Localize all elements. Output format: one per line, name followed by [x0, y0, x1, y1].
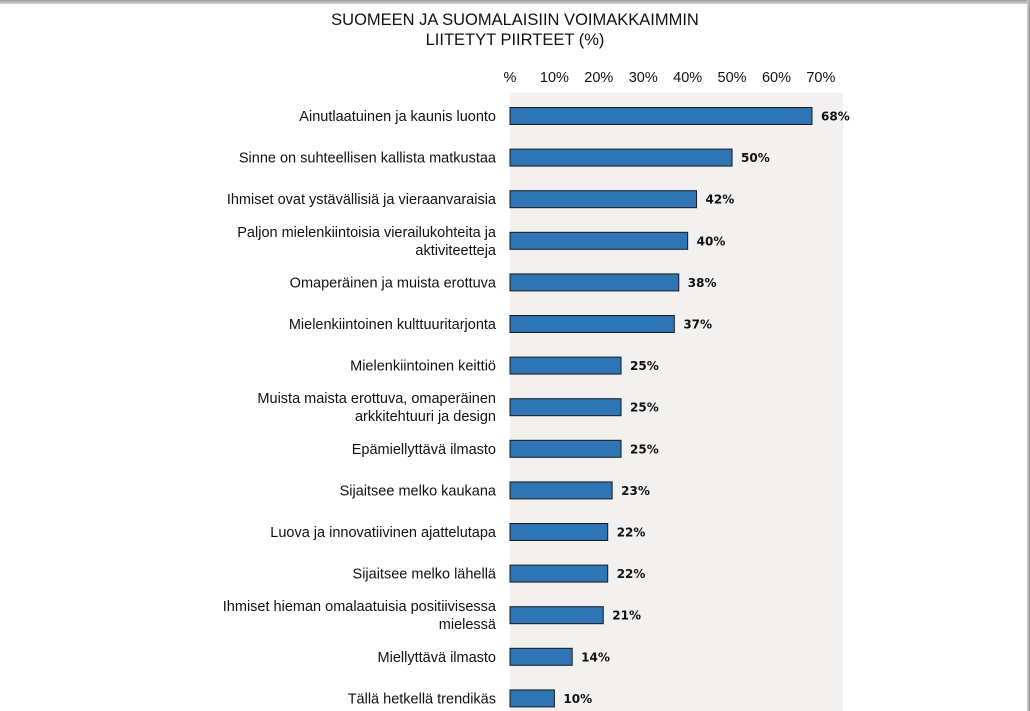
data-label: 50% [741, 151, 770, 165]
chart-title: SUOMEEN JA SUOMALAISIIN VOIMAKKAIMMIN LI… [200, 10, 830, 50]
category-label: mielessä [439, 617, 497, 633]
category-label: aktiviteetteja [415, 243, 497, 259]
category-label: Paljon mielenkiintoisia vierailukohteita… [237, 225, 497, 241]
data-label: 37% [683, 318, 712, 332]
bar [509, 315, 675, 333]
data-label: 21% [612, 609, 641, 623]
x-tick-label: 70% [806, 70, 835, 86]
data-label: 23% [621, 484, 650, 498]
data-label: 38% [688, 276, 717, 290]
data-label: 25% [630, 401, 659, 415]
bar [509, 647, 573, 666]
bar [509, 523, 609, 541]
bar [509, 564, 609, 583]
category-label: Tällä hetkellä trendikäs [348, 691, 496, 707]
bar [509, 273, 680, 292]
category-label: Luova ja innovatiivinen ajattelutapa [270, 525, 497, 541]
category-label: Epämiellyttävä ilmasto [352, 442, 496, 458]
x-tick-label: 10% [540, 70, 569, 86]
x-tick-label: 30% [629, 70, 658, 86]
category-label: Mielenkiintoinen keittiö [350, 359, 496, 375]
x-tick-label: % [504, 70, 517, 86]
bar [509, 689, 555, 708]
bar [509, 231, 689, 250]
data-label: 14% [581, 650, 610, 664]
category-label: Ihmiset hieman omalaatuisia positiivises… [223, 599, 497, 615]
category-label: Sijaitsee melko kaukana [340, 483, 497, 499]
category-label: arkkitehtuuri ja design [355, 409, 496, 425]
data-label: 22% [617, 526, 646, 540]
chart-title-line-2: LIITETYT PIIRTEET (%) [425, 31, 605, 49]
bar [509, 356, 622, 375]
data-label: 68% [821, 110, 850, 124]
category-label: Muista maista erottuva, omaperäinen [257, 391, 496, 407]
bar [509, 398, 622, 417]
category-label: Ihmiset ovat ystävällisiä ja vieraanvara… [227, 192, 497, 208]
data-label: 42% [706, 193, 735, 207]
data-label: 25% [630, 359, 659, 373]
category-label: Miellyttävä ilmasto [378, 650, 496, 666]
category-label: Sinne on suhteellisen kallista matkustaa [239, 151, 497, 167]
data-label: 25% [630, 442, 659, 456]
bar [509, 190, 698, 209]
x-tick-label: 40% [673, 70, 702, 86]
category-label: Mielenkiintoinen kulttuuritarjonta [289, 317, 497, 333]
bar [509, 439, 622, 458]
x-tick-label: 60% [762, 70, 791, 86]
bar [509, 606, 604, 625]
data-label: 40% [697, 234, 726, 248]
data-label: 22% [617, 567, 646, 581]
category-label: Sijaitsee melko lähellä [353, 567, 497, 583]
category-label: Omaperäinen ja muista erottuva [290, 275, 497, 291]
data-label: 10% [563, 692, 592, 706]
bar [509, 148, 733, 167]
x-tick-label: 50% [718, 70, 747, 86]
chart-title-line-1: SUOMEEN JA SUOMALAISIIN VOIMAKKAIMMIN [331, 11, 699, 29]
window-right-border [1027, 0, 1030, 711]
bar [509, 107, 813, 125]
x-tick-label: 20% [584, 70, 613, 86]
window-top-border [0, 0, 1030, 4]
category-label: Ainutlaatuinen ja kaunis luonto [299, 109, 496, 125]
bar [509, 481, 613, 500]
